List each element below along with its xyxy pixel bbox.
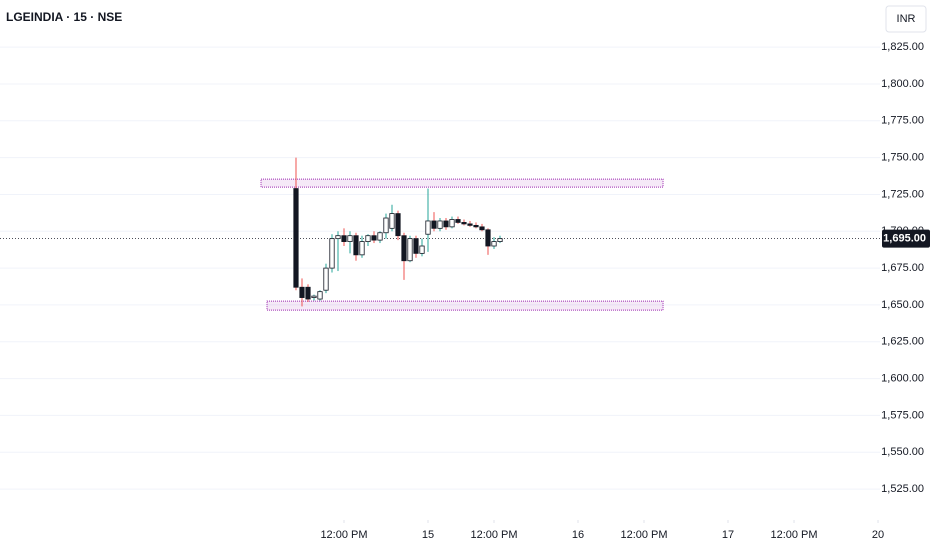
candle-body [479, 226, 485, 231]
candle-body [359, 241, 365, 256]
x-tick-label: 17 [722, 529, 734, 541]
candle-body [449, 219, 455, 228]
x-tick-label: 12:00 PM [470, 529, 517, 541]
candle-body [353, 235, 359, 256]
x-tick-label: 20 [872, 529, 884, 541]
last-price-box [882, 229, 930, 248]
candle-body [335, 235, 341, 240]
x-tick-label: 12:00 PM [320, 529, 367, 541]
candle-body [377, 232, 383, 241]
candle-body [311, 295, 317, 298]
candle-body [305, 286, 311, 300]
candle-body [365, 235, 371, 242]
y-tick-label: 1,825.00 [881, 41, 924, 53]
candle-body [419, 245, 425, 254]
x-tick-label: 12:00 PM [770, 529, 817, 541]
candle-body [389, 213, 395, 229]
y-tick-label: 1,725.00 [881, 188, 924, 200]
candle-body [455, 219, 461, 223]
candle-body [437, 220, 443, 229]
y-tick-label: 1,650.00 [881, 299, 924, 311]
chart-title: LGEINDIA · 15 · NSE [6, 10, 122, 24]
candle-body [371, 235, 377, 241]
candle-body [431, 220, 437, 229]
y-tick-label: 1,600.00 [881, 372, 924, 384]
candle-body [461, 222, 467, 225]
x-tick-label: 16 [572, 529, 584, 541]
candle-body [317, 291, 323, 300]
candle-body [485, 229, 491, 247]
candle-body [443, 220, 449, 228]
candle-body [401, 235, 407, 262]
y-tick-label: 1,675.00 [881, 262, 924, 274]
candle-body [323, 267, 329, 291]
candle-body [347, 235, 353, 242]
currency-button[interactable] [885, 5, 927, 33]
candle-body [473, 224, 479, 228]
y-tick-label: 1,575.00 [881, 409, 924, 421]
y-tick-label: 1,625.00 [881, 336, 924, 348]
candle-body [383, 217, 389, 234]
zone [260, 178, 664, 188]
candle-body [491, 241, 497, 247]
zone [266, 300, 664, 311]
y-tick-label: 1,775.00 [881, 115, 924, 127]
y-tick-label: 1,800.00 [881, 78, 924, 90]
candle-body [425, 220, 431, 235]
x-tick-label: 15 [422, 529, 434, 541]
candle-body [497, 238, 503, 242]
currency-label[interactable]: INR [897, 13, 916, 25]
last-price-label: 1,695.00 [883, 233, 926, 245]
candle-body [407, 238, 413, 262]
y-tick-label: 1,525.00 [881, 483, 924, 495]
candle-body [299, 286, 305, 298]
y-tick-label: 1,750.00 [881, 152, 924, 164]
candle-body [467, 223, 473, 226]
candle-body [329, 238, 335, 269]
x-tick-label: 12:00 PM [620, 529, 667, 541]
candle-body [395, 213, 401, 237]
candle-body [293, 188, 299, 288]
y-tick-label: 1,550.00 [881, 446, 924, 458]
candle-body [413, 238, 419, 254]
candle-body [341, 235, 347, 242]
